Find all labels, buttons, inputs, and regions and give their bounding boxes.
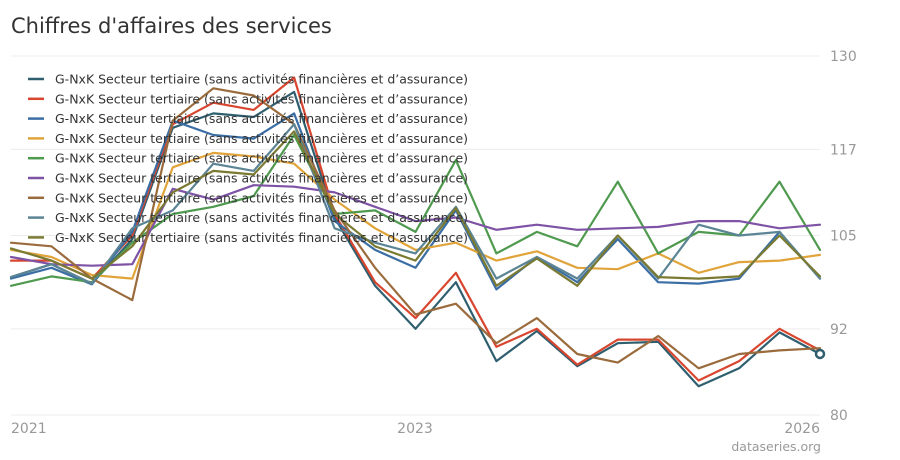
legend-label: G-NxK Secteur tertiaire (sans activités … bbox=[55, 131, 468, 146]
series-end-marker bbox=[814, 348, 826, 360]
legend-label: G-NxK Secteur tertiaire (sans activités … bbox=[55, 72, 468, 87]
legend-item[interactable]: G-NxK Secteur tertiaire (sans activités … bbox=[28, 111, 468, 126]
series-line-3[interactable] bbox=[9, 112, 822, 291]
chart-title: Chiffres d'affaires des services bbox=[11, 14, 332, 38]
legend-item[interactable]: G-NxK Secteur tertiaire (sans activités … bbox=[28, 171, 468, 186]
y-tick-label: 92 bbox=[830, 322, 848, 338]
y-tick-label: 130 bbox=[830, 49, 857, 65]
legend-item[interactable]: G-NxK Secteur tertiaire (sans activités … bbox=[28, 91, 468, 106]
series-line-2[interactable] bbox=[9, 76, 822, 382]
legend-item[interactable]: G-NxK Secteur tertiaire (sans activités … bbox=[28, 151, 468, 166]
legend-label: G-NxK Secteur tertiaire (sans activités … bbox=[55, 190, 468, 205]
y-tick-label: 117 bbox=[830, 142, 857, 158]
series-line-5[interactable] bbox=[9, 133, 822, 287]
legend-item[interactable]: G-NxK Secteur tertiaire (sans activités … bbox=[28, 230, 468, 245]
x-tick-label: 2021 bbox=[11, 421, 47, 437]
legend-label: G-NxK Secteur tertiaire (sans activités … bbox=[55, 111, 468, 126]
series-lines bbox=[9, 76, 826, 388]
series-line-9[interactable] bbox=[9, 130, 822, 287]
series-line-7[interactable] bbox=[9, 87, 822, 370]
legend-item[interactable]: G-NxK Secteur tertiaire (sans activités … bbox=[28, 190, 468, 205]
legend-label: G-NxK Secteur tertiaire (sans activités … bbox=[55, 171, 468, 186]
legend[interactable]: G-NxK Secteur tertiaire (sans activités … bbox=[28, 72, 468, 245]
legend-label: G-NxK Secteur tertiaire (sans activités … bbox=[55, 230, 468, 245]
source-label: dataseries.org bbox=[731, 439, 821, 454]
x-axis-ticks: 2021 2023 2026 bbox=[11, 421, 820, 437]
y-axis-ticks: 80 92 105 117 130 bbox=[830, 49, 857, 424]
legend-item[interactable]: G-NxK Secteur tertiaire (sans activités … bbox=[28, 72, 468, 87]
x-tick-label: 2023 bbox=[397, 421, 433, 437]
series-line-8[interactable] bbox=[9, 123, 822, 285]
legend-label: G-NxK Secteur tertiaire (sans activités … bbox=[55, 151, 468, 166]
legend-item[interactable]: G-NxK Secteur tertiaire (sans activités … bbox=[28, 131, 468, 146]
y-tick-label: 80 bbox=[830, 408, 848, 424]
legend-item[interactable]: G-NxK Secteur tertiaire (sans activités … bbox=[28, 210, 468, 225]
legend-label: G-NxK Secteur tertiaire (sans activités … bbox=[55, 210, 468, 225]
x-tick-label: 2026 bbox=[784, 421, 820, 437]
y-tick-label: 105 bbox=[830, 229, 857, 245]
legend-label: G-NxK Secteur tertiaire (sans activités … bbox=[55, 91, 468, 106]
series-line-1[interactable] bbox=[9, 90, 822, 388]
